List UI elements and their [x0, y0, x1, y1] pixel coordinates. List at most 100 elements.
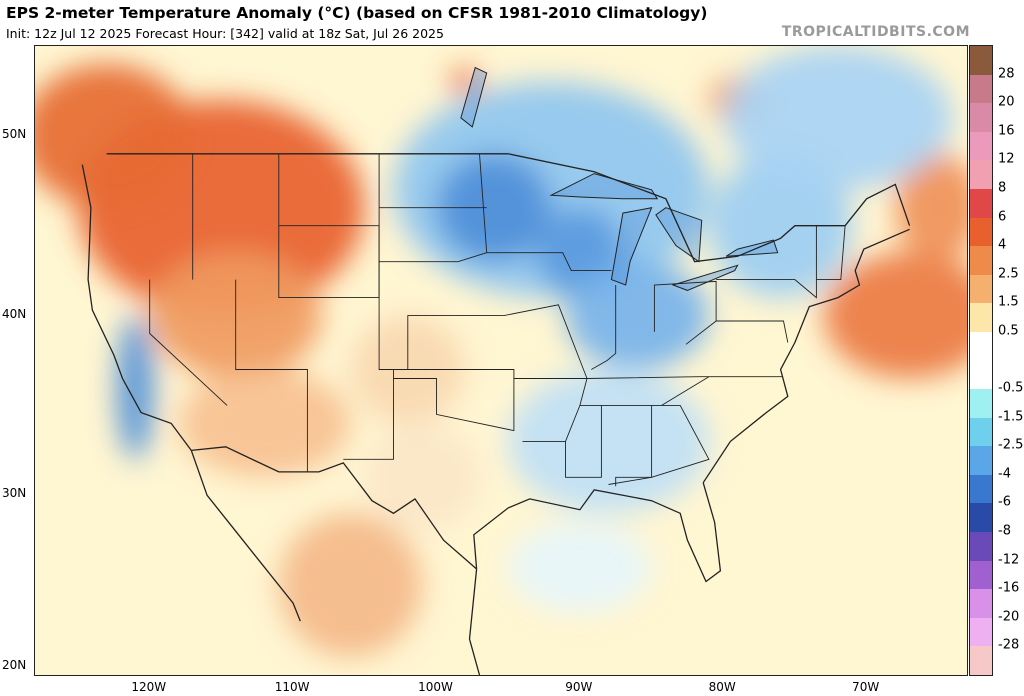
legend-color-cell — [970, 74, 992, 104]
lon-tick-label: 100W — [418, 680, 453, 694]
legend-value-label: 2.5 — [998, 266, 1019, 282]
legend-color-cell — [970, 446, 992, 476]
chart-title: EPS 2-meter Temperature Anomaly (°C) (ba… — [6, 4, 708, 22]
legend-color-cell — [970, 532, 992, 562]
legend-color-cell — [970, 160, 992, 190]
legend-color-cell — [970, 131, 992, 161]
lat-tick-label: 50N — [2, 126, 27, 141]
state-line — [149, 279, 228, 406]
legend-color-cell — [970, 617, 992, 647]
legend-value-label: -16 — [998, 580, 1020, 596]
state-line — [615, 404, 710, 487]
state-line — [503, 304, 588, 379]
state-line — [653, 280, 717, 345]
great-lakes — [460, 66, 779, 291]
boundary-us-mexico — [191, 446, 478, 570]
anomaly-region-cool-gulf — [508, 522, 652, 613]
lake-superior — [549, 173, 659, 200]
legend-value-label: 4 — [998, 237, 1007, 253]
legend-color-cell — [970, 503, 992, 533]
boundary-gulf-coast — [473, 482, 722, 583]
legend-value-label: -0.5 — [998, 380, 1024, 396]
legend-color-cell — [970, 646, 992, 676]
legend-value-label: -12 — [998, 552, 1020, 568]
legend-value-label: 6 — [998, 209, 1007, 225]
anomaly-region-warm-nova-scotia — [895, 153, 967, 262]
lon-tick-label: 90W — [565, 680, 593, 694]
legend-color-cell — [970, 46, 992, 76]
anomaly-region-warm-manitoba — [450, 69, 480, 95]
lake-erie — [671, 264, 739, 291]
anomaly-region-cool-ohio-valley — [565, 261, 709, 370]
legend-color-cell — [970, 474, 992, 504]
country-boundaries — [81, 153, 911, 675]
lon-tick-label: 80W — [708, 680, 736, 694]
legend-value-label: -2.5 — [998, 437, 1024, 453]
lon-tick-label: 120W — [131, 680, 167, 694]
state-line — [816, 225, 846, 281]
legend-value-label: -4 — [998, 466, 1011, 482]
lat-tick-label: 40N — [2, 306, 27, 321]
anomaly-map — [34, 45, 968, 676]
state-line — [379, 153, 488, 263]
lake-ontario — [725, 239, 779, 257]
color-legend-bar — [969, 45, 993, 676]
state-line — [343, 369, 394, 460]
legend-value-label: -6 — [998, 494, 1011, 510]
state-line — [486, 252, 612, 272]
legend-value-label: 16 — [998, 123, 1015, 139]
legend-color-cell — [970, 246, 992, 276]
legend-color-cell — [970, 217, 992, 247]
anomaly-shading — [35, 46, 967, 658]
legend-color-cell — [970, 417, 992, 447]
state-line — [716, 225, 817, 299]
legend-color-cell — [970, 188, 992, 219]
state-line — [591, 285, 617, 370]
boundary-us-canada — [106, 153, 911, 263]
legend-color-cell — [970, 389, 992, 419]
legend-color-cell — [970, 303, 992, 333]
map-canvas — [35, 46, 967, 675]
lon-tick-label: 110W — [274, 680, 310, 694]
lake-huron — [655, 207, 703, 263]
lake-michigan — [610, 207, 653, 286]
legend-value-label: 28 — [998, 66, 1015, 82]
legend-value-label: 12 — [998, 151, 1015, 167]
forecast-info: Init: 12z Jul 12 2025 Forecast Hour: [34… — [6, 26, 444, 41]
boundary-east-coast — [702, 228, 910, 484]
legend-value-label: -8 — [998, 523, 1011, 539]
anomaly-region-warm-texas — [364, 423, 480, 532]
state-line — [565, 404, 602, 478]
legend-color-cell — [970, 589, 992, 619]
boundary-west-coast — [81, 164, 301, 622]
source-credit: TROPICALTIDBITS.COM — [781, 24, 970, 40]
legend-color-cell — [970, 103, 992, 133]
legend-value-label: 20 — [998, 94, 1015, 110]
legend-color-cell — [970, 331, 992, 361]
anomaly-region-warm-mexico — [278, 513, 423, 658]
lake-winnipeg — [460, 66, 488, 128]
anomaly-region-warm-pacific-nw — [35, 63, 193, 208]
anomaly-region-cool-upper-midwest — [436, 153, 552, 262]
legend-value-label: 8 — [998, 180, 1007, 196]
state-line — [716, 320, 789, 343]
lon-tick-label: 70W — [852, 680, 880, 694]
state-line — [601, 404, 653, 485]
state-line — [235, 279, 308, 472]
boundary-mexico-gulf-coast — [468, 568, 481, 675]
legend-color-cell — [970, 274, 992, 304]
anomaly-region-cool-quebec — [723, 46, 953, 190]
state-line — [586, 376, 782, 379]
legend-value-label: -28 — [998, 637, 1020, 653]
legend-value-label: 1.5 — [998, 294, 1019, 310]
legend-color-cell — [970, 360, 992, 390]
state-boundaries — [149, 153, 846, 487]
anomaly-region-cool-california-coast — [116, 315, 155, 460]
state-line — [393, 369, 515, 432]
legend-color-cell — [970, 560, 992, 590]
legend-value-label: 0.5 — [998, 323, 1019, 339]
legend-value-label: -1.5 — [998, 409, 1024, 425]
lat-tick-label: 30N — [2, 486, 27, 501]
legend-value-label: -20 — [998, 609, 1020, 625]
lat-tick-label: 20N — [2, 658, 27, 672]
